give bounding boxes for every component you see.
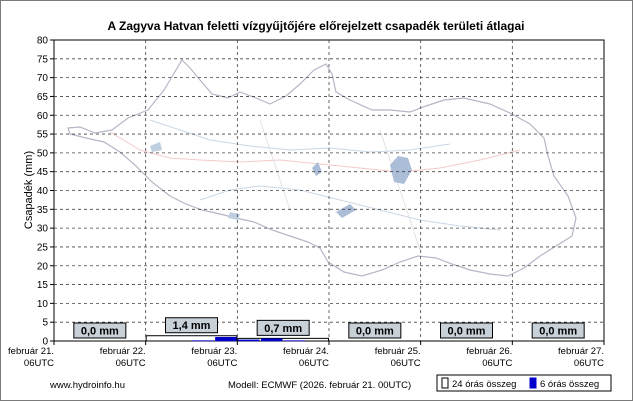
- footer-model: Modell: ECMWF (2026. február 21. 00UTC): [228, 380, 411, 391]
- y-tick-label: 10: [37, 299, 49, 310]
- grid: [54, 40, 604, 341]
- x-tick-label-time: 06UTC: [391, 358, 421, 369]
- legend-swatch-6h: [529, 377, 537, 389]
- x-tick-label-time: 06UTC: [207, 358, 237, 369]
- data-label: 0,0 mm: [539, 326, 577, 338]
- x-tick-label-date: február 22.: [100, 346, 146, 357]
- data-label-box: [165, 317, 218, 334]
- legend-label-24h: 24 órás összeg: [452, 379, 516, 390]
- bar-6h: [215, 336, 237, 342]
- data-label: 1,4 mm: [173, 320, 211, 332]
- footer-site: www.hydroinfo.hu: [49, 380, 125, 391]
- x-tick-label-time: 06UTC: [574, 358, 604, 369]
- y-tick-label: 60: [37, 111, 49, 122]
- x-tick-label-date: február 24.: [283, 346, 329, 357]
- data-label-box: [440, 322, 493, 339]
- y-tick-label: 45: [37, 167, 49, 178]
- legend-label-6h: 6 órás összeg: [540, 379, 599, 390]
- x-tick-label-time: 06UTC: [299, 358, 329, 369]
- x-tick-label-time: 06UTC: [482, 358, 512, 369]
- x-tick-label-date: február 25.: [375, 346, 421, 357]
- data-label: 0,0 mm: [81, 326, 119, 338]
- x-tick-label-date: február 26.: [466, 346, 512, 357]
- data-label: 0,0 mm: [448, 326, 486, 338]
- data-label: 0,0 mm: [356, 326, 394, 338]
- data-labels: 0,0 mm 1,4 mm 0,7 mm 0,0 mm 0,0 mm 0,0 mm: [73, 317, 585, 339]
- y-tick-label: 65: [37, 92, 49, 103]
- y-tick-label: 35: [37, 205, 49, 216]
- x-tick-label-date: február 27.: [558, 346, 604, 357]
- chart-title: A Zagyva Hatvan feletti vízgyűjtőjére el…: [107, 19, 524, 33]
- x-tick-label-date: február 23.: [191, 346, 237, 357]
- x-tick-label-time: 06UTC: [116, 358, 146, 369]
- y-tick-label: 50: [37, 148, 49, 159]
- data-label-box: [256, 319, 310, 336]
- bar-6h: [261, 338, 283, 342]
- y-tick-label: 40: [37, 186, 49, 197]
- legend: 24 órás összeg 6 órás összeg: [436, 374, 612, 392]
- y-axis-label: Csapadék (mm): [23, 151, 35, 229]
- y-tick-label: 75: [37, 54, 49, 65]
- y-tick-label: 15: [37, 280, 49, 291]
- y-tick-label: 30: [37, 224, 49, 235]
- bar-24h: [237, 337, 329, 342]
- y-tick-label: 70: [37, 73, 49, 84]
- y-tick-label: 55: [37, 130, 49, 141]
- data-label-box: [531, 322, 585, 339]
- y-tick-label: 0: [42, 337, 48, 348]
- y-tick-label: 80: [37, 36, 49, 47]
- data-label: 0,7 mm: [264, 323, 302, 335]
- y-tick-label: 5: [42, 318, 48, 329]
- series-6h: [192, 336, 306, 342]
- data-label-box: [348, 322, 402, 339]
- x-tick-label-date: február 21.: [8, 346, 54, 357]
- bar-24h: [145, 335, 238, 342]
- bar-6h: [238, 339, 260, 342]
- y-tick-label: 20: [37, 261, 49, 272]
- series-24h: [145, 335, 329, 342]
- catchment-map: [67, 59, 577, 277]
- y-axis: 0 5 10 15 20 25 30 35 40 45 50 55 60 65 70 75 80: [37, 36, 54, 348]
- y-tick-label: 25: [37, 242, 49, 253]
- legend-swatch-24h: [441, 377, 449, 389]
- x-tick-label-time: 06UTC: [24, 358, 54, 369]
- data-label-box: [73, 322, 127, 339]
